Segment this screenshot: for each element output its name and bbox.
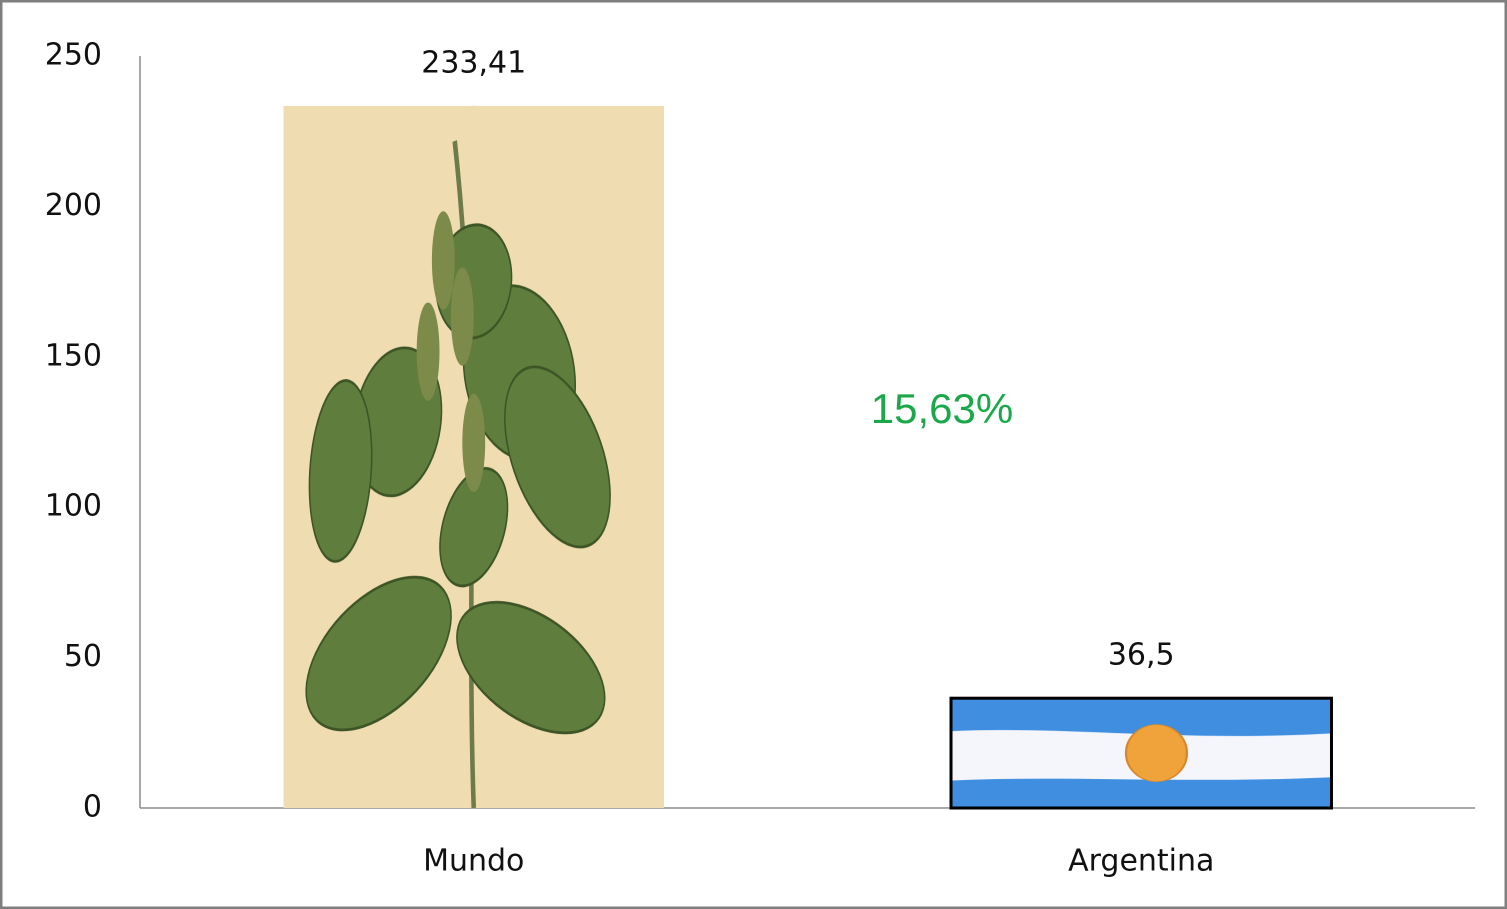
y-tick-label: 0	[83, 790, 102, 825]
y-tick-label: 100	[45, 489, 102, 524]
value-label: 36,5	[1108, 638, 1175, 673]
y-tick-label: 250	[45, 38, 102, 73]
bar	[283, 105, 664, 809]
y-tick-label: 150	[45, 338, 102, 373]
y-tick-label: 50	[64, 639, 102, 674]
bar	[949, 696, 1333, 810]
x-tick-label: Mundo	[423, 844, 524, 879]
y-tick-label: 200	[45, 188, 102, 223]
value-label: 233,41	[421, 45, 526, 80]
annotation: 15,63%	[871, 385, 1013, 432]
x-tick-label: Argentina	[1068, 844, 1214, 879]
